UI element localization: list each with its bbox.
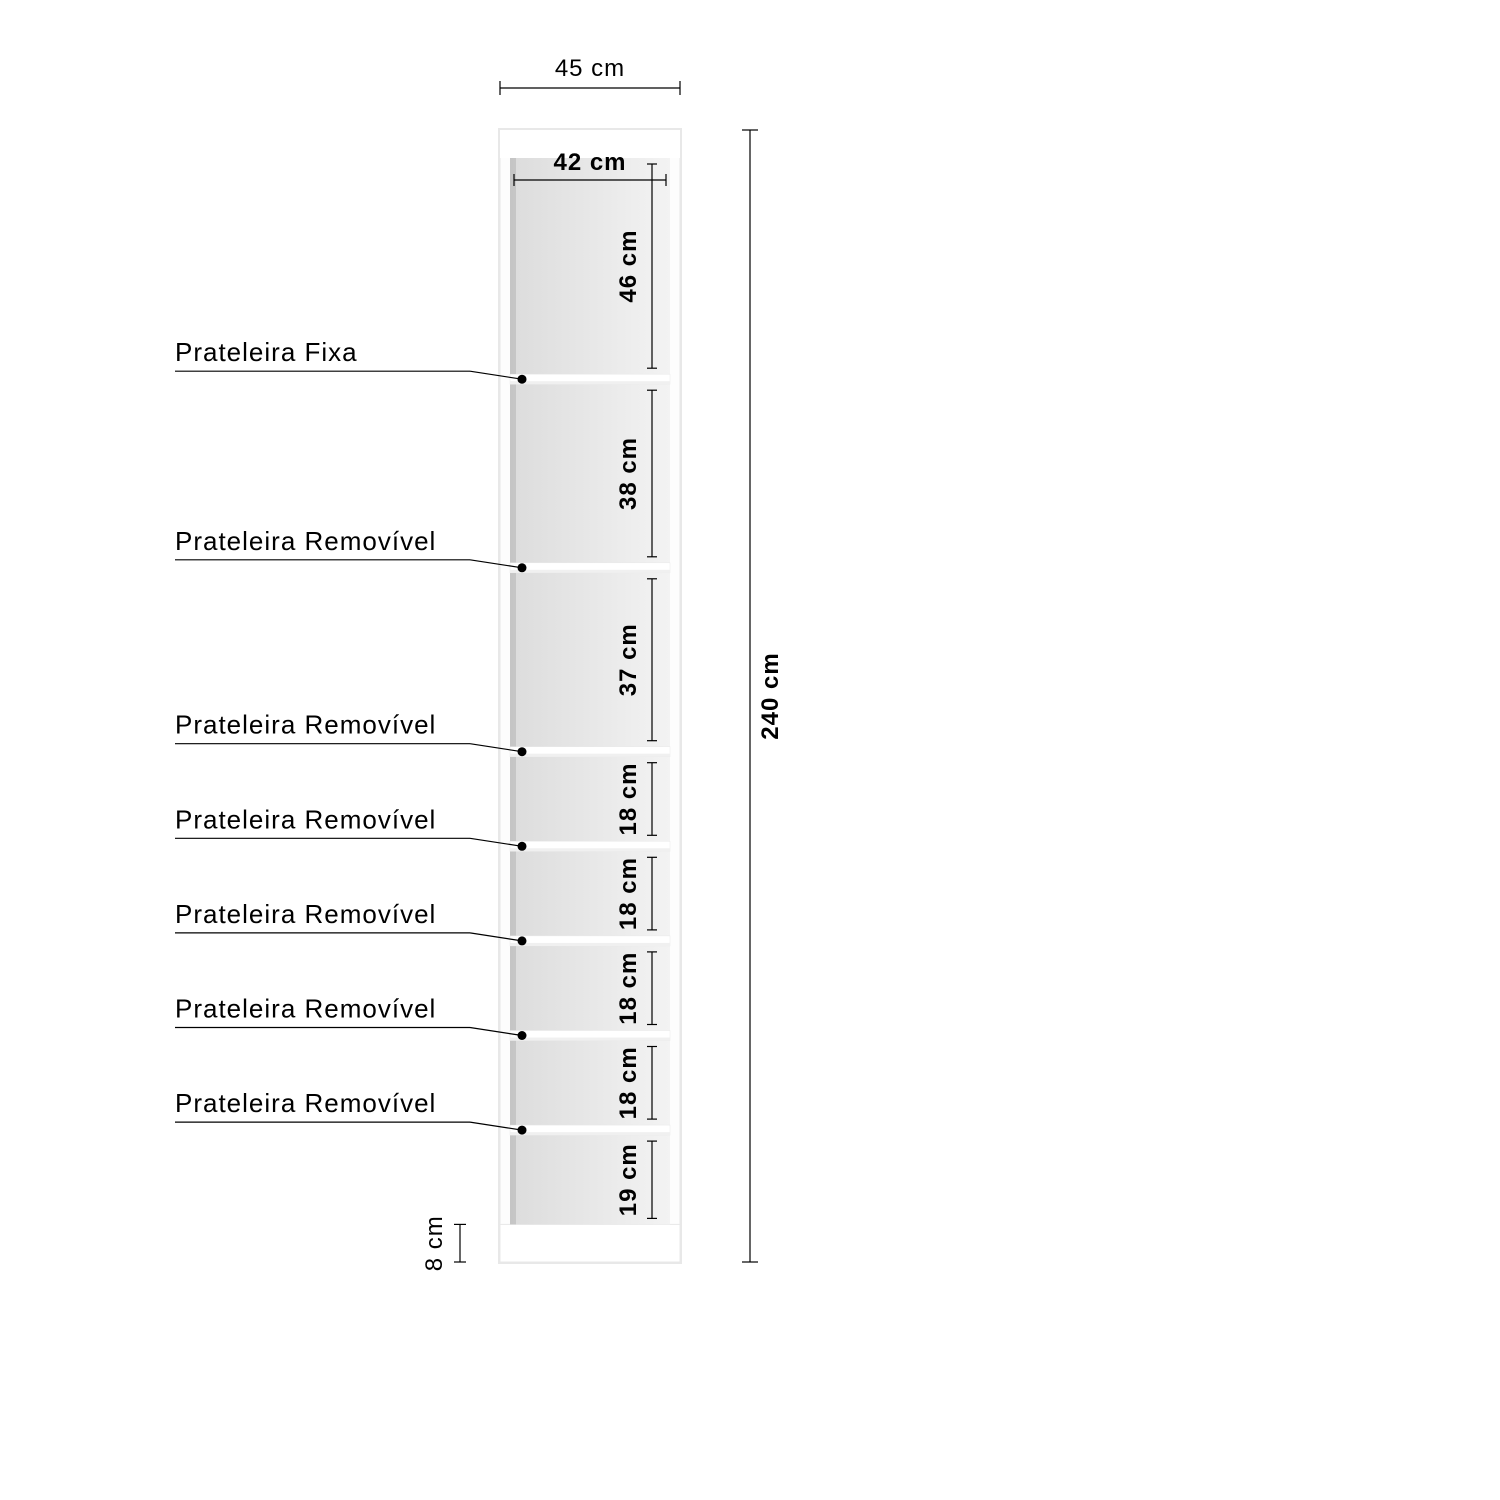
shelf-label: Prateleira Removível — [175, 804, 436, 834]
dimension-line — [500, 81, 680, 95]
shelf-label: Prateleira Fixa — [175, 337, 358, 367]
shelf-label: Prateleira Removível — [175, 899, 436, 929]
shelf-front — [510, 754, 670, 757]
shelf-front — [510, 943, 670, 946]
callout-dot — [518, 1031, 527, 1040]
dim-inner-width: 42 cm — [553, 149, 626, 176]
callout-dot — [518, 563, 527, 572]
dim-total-height: 240 cm — [757, 652, 784, 739]
dim-section: 18 cm — [615, 857, 642, 930]
shelf-label: Prateleira Removível — [175, 526, 436, 556]
cabinet-base — [500, 1224, 680, 1262]
dim-section: 46 cm — [615, 230, 642, 303]
callout-dot — [518, 375, 527, 384]
interior-left-shade — [510, 158, 516, 1224]
dim-base-height: 8 cm — [421, 1215, 448, 1271]
callout-dot — [518, 747, 527, 756]
callout-dot — [518, 1126, 527, 1135]
callout-dot — [518, 842, 527, 851]
shelf-front — [510, 570, 670, 573]
shelf-front — [510, 1132, 670, 1135]
dim-section: 18 cm — [615, 952, 642, 1025]
dim-section: 38 cm — [615, 437, 642, 510]
shelf-front — [510, 848, 670, 851]
shelf-label: Prateleira Removível — [175, 994, 436, 1024]
dim-outer-width: 45 cm — [555, 55, 625, 82]
dim-section: 18 cm — [615, 1046, 642, 1119]
dim-section: 37 cm — [615, 623, 642, 696]
dimension-line — [454, 1224, 466, 1262]
dimension-line — [742, 130, 758, 1262]
dim-section: 19 cm — [615, 1143, 642, 1216]
shelf-label: Prateleira Removível — [175, 1088, 436, 1118]
cabinet-interior — [510, 158, 670, 1224]
shelf-label: Prateleira Removível — [175, 710, 436, 740]
shelf-front — [510, 381, 670, 384]
shelf-front — [510, 1038, 670, 1041]
dim-section: 18 cm — [615, 762, 642, 835]
callout-dot — [518, 936, 527, 945]
